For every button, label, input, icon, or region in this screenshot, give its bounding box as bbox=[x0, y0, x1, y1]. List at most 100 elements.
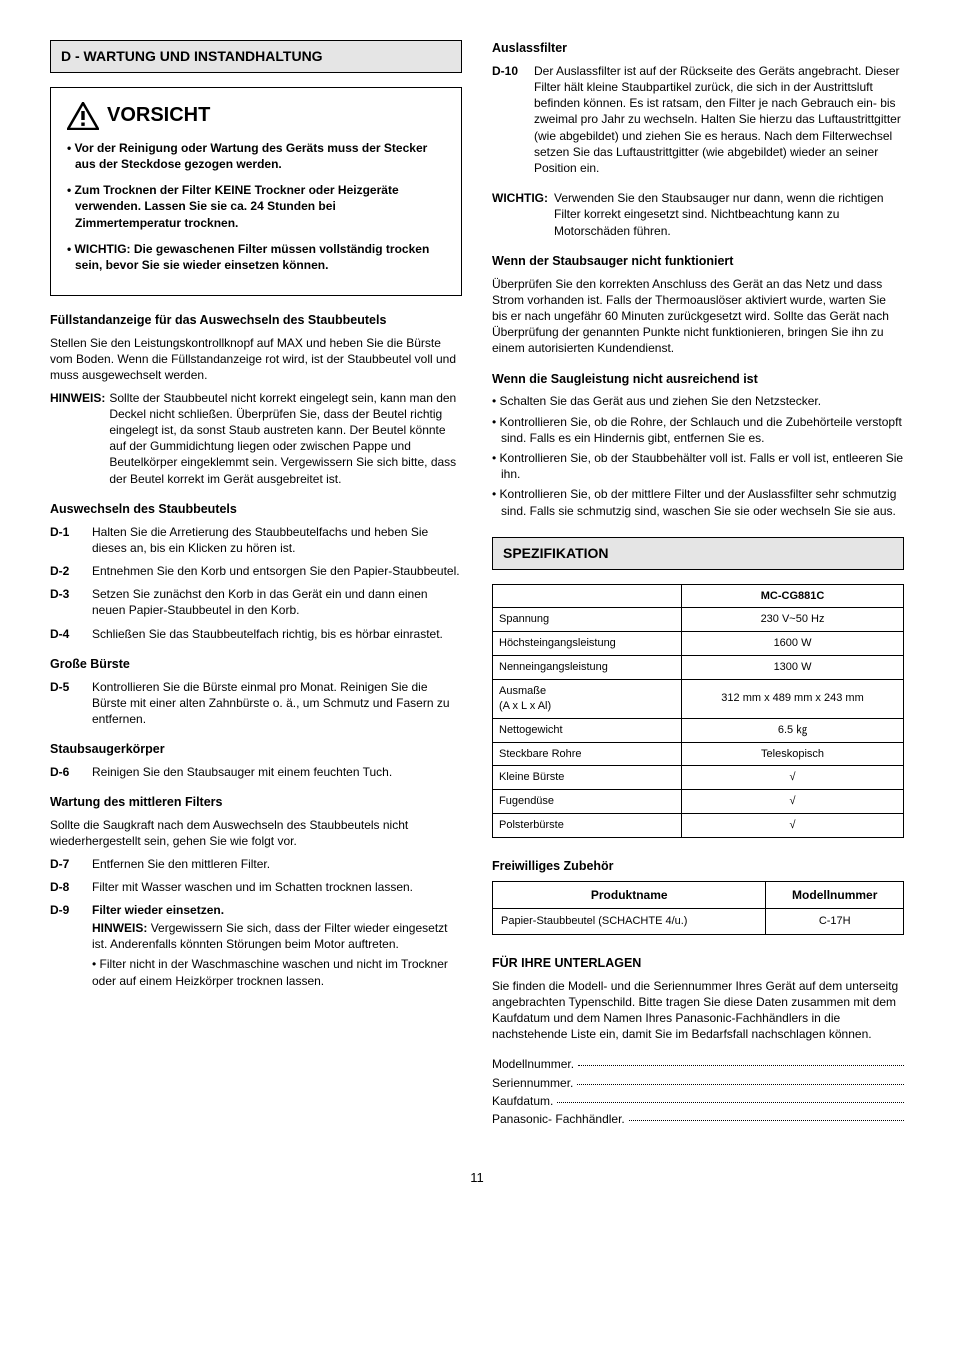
spec-value: 312 mm x 489 mm x 243 mm bbox=[682, 680, 904, 719]
page-number: 11 bbox=[50, 1169, 904, 1187]
step-label: D-2 bbox=[50, 563, 80, 579]
spec-value: √ bbox=[682, 790, 904, 814]
spec-label: Höchsteingangsleistung bbox=[493, 632, 682, 656]
step-label: D-1 bbox=[50, 524, 80, 556]
section-title-left: D - WARTUNG UND INSTANDHALTUNG bbox=[50, 40, 462, 73]
acc-model: C-17H bbox=[766, 908, 904, 934]
warning-icon bbox=[67, 102, 99, 130]
heading-auswechseln: Auswechseln des Staubbeutels bbox=[50, 501, 462, 518]
accessory-table: Produktname Modellnummer Papier-Staubbeu… bbox=[492, 881, 904, 935]
table-row: Nenneingangsleistung1300 W bbox=[493, 656, 904, 680]
form-label: Seriennummer. bbox=[492, 1075, 573, 1091]
step-body: Der Auslassfilter ist auf der Rückseite … bbox=[534, 63, 904, 176]
step-body: Schließen Sie das Staubbeutelfach richti… bbox=[92, 626, 462, 642]
spec-label: Nenneingangsleistung bbox=[493, 656, 682, 680]
step-body: Setzen Sie zunächst den Korb in das Gerä… bbox=[92, 586, 462, 618]
hinweis-label: HINWEIS: bbox=[50, 390, 105, 487]
step-label: D-3 bbox=[50, 586, 80, 618]
heading-auslass: Auslassfilter bbox=[492, 40, 904, 57]
dotted-line bbox=[629, 1120, 904, 1121]
step-label: D-5 bbox=[50, 679, 80, 728]
spec-label: Spannung bbox=[493, 608, 682, 632]
table-row: Steckbare RohreTeleskopisch bbox=[493, 742, 904, 766]
spec-value: 1600 W bbox=[682, 632, 904, 656]
caution-item: • Zum Trocknen der Filter KEINE Trockner… bbox=[67, 182, 445, 231]
form-line: Panasonic- Fachhändler. bbox=[492, 1111, 904, 1127]
heading-unterlagen: FÜR IHRE UNTERLAGEN bbox=[492, 955, 904, 972]
heading-fuellstand: Füllstandanzeige für das Auswechseln des… bbox=[50, 312, 462, 329]
step-title: Filter wieder einsetzen. bbox=[92, 902, 462, 918]
caution-box: VORSICHT • Vor der Reinigung oder Wartun… bbox=[50, 87, 462, 296]
bullet-text: • Filter nicht in der Waschmaschine wasc… bbox=[92, 956, 462, 988]
hinweis-label: HINWEIS: bbox=[92, 921, 147, 935]
text-unterlagen: Sie finden die Modell- und die Seriennum… bbox=[492, 978, 904, 1043]
acc-name: Papier-Staubbeutel (SCHACHTE 4/u.) bbox=[493, 908, 766, 934]
step-body: Entfernen Sie den mittleren Filter. bbox=[92, 856, 462, 872]
spec-label: Steckbare Rohre bbox=[493, 742, 682, 766]
section-title-spec: SPEZIFIKATION bbox=[492, 537, 904, 570]
bullet-text: • Kontrollieren Sie, ob die Rohre, der S… bbox=[492, 414, 904, 446]
heading-koerper: Staubsaugerkörper bbox=[50, 741, 462, 758]
step-body: Entnehmen Sie den Korb und entsorgen Sie… bbox=[92, 563, 462, 579]
step-label: D-4 bbox=[50, 626, 80, 642]
form-line: Kaufdatum. bbox=[492, 1093, 904, 1109]
bullet-text: • Schalten Sie das Gerät aus und ziehen … bbox=[492, 393, 904, 409]
bullet-text: • Kontrollieren Sie, ob der mittlere Fil… bbox=[492, 486, 904, 518]
spec-label: Polsterbürste bbox=[493, 814, 682, 838]
table-row: Papier-Staubbeutel (SCHACHTE 4/u.)C-17H bbox=[493, 908, 904, 934]
wichtig-body: Verwenden Sie den Staubsauger nur dann, … bbox=[554, 190, 904, 239]
table-row: Polsterbürste√ bbox=[493, 814, 904, 838]
heading-zubehoer: Freiwilliges Zubehör bbox=[492, 858, 904, 875]
hinweis-body: Sollte der Staubbeutel nicht korrekt ein… bbox=[109, 390, 462, 487]
heading-saugleistung: Wenn die Saugleistung nicht ausreichend … bbox=[492, 371, 904, 388]
text-mittlerer: Sollte die Saugkraft nach dem Auswechsel… bbox=[50, 817, 462, 849]
acc-header: Modellnummer bbox=[766, 881, 904, 908]
table-row: Ausmaße(A x L x Al)312 mm x 489 mm x 243… bbox=[493, 680, 904, 719]
heading-mittlerer: Wartung des mittleren Filters bbox=[50, 794, 462, 811]
table-row: Kleine Bürste√ bbox=[493, 766, 904, 790]
form-line: Seriennummer. bbox=[492, 1075, 904, 1091]
spec-label: Kleine Bürste bbox=[493, 766, 682, 790]
spec-value: 6.5 ㎏ bbox=[682, 718, 904, 742]
heading-grosse-buerste: Große Bürste bbox=[50, 656, 462, 673]
spec-value: 1300 W bbox=[682, 656, 904, 680]
dotted-line bbox=[578, 1065, 904, 1066]
spec-label: Nettogewicht bbox=[493, 718, 682, 742]
bullet-text: • Kontrollieren Sie, ob der Staubbehälte… bbox=[492, 450, 904, 482]
table-row: Spannung230 V~50 Hz bbox=[493, 608, 904, 632]
step-body: Halten Sie die Arretierung des Staubbeut… bbox=[92, 524, 462, 556]
caution-item: • WICHTIG: Die gewaschenen Filter müssen… bbox=[67, 241, 445, 273]
spec-value: √ bbox=[682, 814, 904, 838]
spec-label: Ausmaße(A x L x Al) bbox=[493, 680, 682, 719]
dotted-line bbox=[577, 1084, 904, 1085]
table-row: Fugendüse√ bbox=[493, 790, 904, 814]
acc-header: Produktname bbox=[493, 881, 766, 908]
step-label: D-6 bbox=[50, 764, 80, 780]
step-body: Reinigen Sie den Staubsauger mit einem f… bbox=[92, 764, 462, 780]
step-body: Kontrollieren Sie die Bürste einmal pro … bbox=[92, 679, 462, 728]
step-body: Filter mit Wasser waschen und im Schatte… bbox=[92, 879, 462, 895]
step-label: D-10 bbox=[492, 63, 522, 176]
wichtig-label: WICHTIG: bbox=[492, 190, 548, 239]
caution-heading: VORSICHT bbox=[107, 102, 210, 129]
table-row: Nettogewicht6.5 ㎏ bbox=[493, 718, 904, 742]
step-label: D-8 bbox=[50, 879, 80, 895]
spec-model-header: MC-CG881C bbox=[682, 584, 904, 608]
step-label: D-9 bbox=[50, 902, 80, 989]
form-label: Panasonic- Fachhändler. bbox=[492, 1111, 625, 1127]
dotted-line bbox=[557, 1102, 904, 1103]
form-label: Kaufdatum. bbox=[492, 1093, 553, 1109]
spec-table: MC-CG881C Spannung230 V~50 HzHöchsteinga… bbox=[492, 584, 904, 838]
spec-value: Teleskopisch bbox=[682, 742, 904, 766]
spec-label: Fugendüse bbox=[493, 790, 682, 814]
form-line: Modellnummer. bbox=[492, 1056, 904, 1072]
spec-value: 230 V~50 Hz bbox=[682, 608, 904, 632]
table-row: Höchsteingangsleistung1600 W bbox=[493, 632, 904, 656]
caution-item: • Vor der Reinigung oder Wartung des Ger… bbox=[67, 140, 445, 172]
text-nicht-funktioniert: Überprüfen Sie den korrekten Anschluss d… bbox=[492, 276, 904, 357]
form-label: Modellnummer. bbox=[492, 1056, 574, 1072]
step-label: D-7 bbox=[50, 856, 80, 872]
spec-value: √ bbox=[682, 766, 904, 790]
heading-nicht-funktioniert: Wenn der Staubsauger nicht funktioniert bbox=[492, 253, 904, 270]
text-fuellstand: Stellen Sie den Leistungskontrollknopf a… bbox=[50, 335, 462, 384]
